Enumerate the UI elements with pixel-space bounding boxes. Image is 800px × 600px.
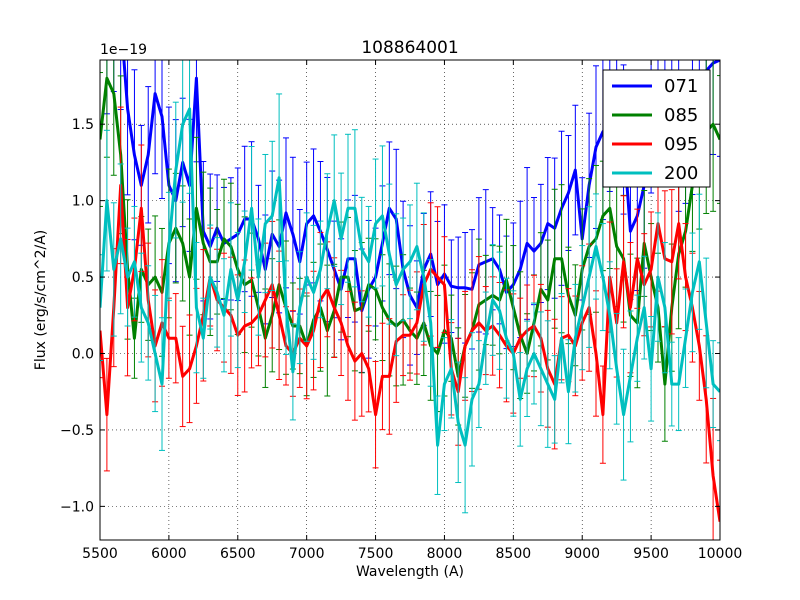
plot-frame	[99, 59, 721, 541]
chart-title: 108864001	[361, 38, 458, 58]
x-tick-label: 7000	[289, 546, 325, 562]
tick-marks	[99, 60, 721, 540]
y-tick-label: 1.5	[72, 117, 94, 133]
legend-label-200: 200	[664, 163, 698, 184]
x-tick-labels: 5500 6000 6500 7000 7500 8000 8500 9000 9500 1000…	[82, 546, 742, 562]
legend-label-071: 071	[664, 76, 698, 97]
x-tick-label: 6000	[151, 546, 187, 562]
y-tick-label: −1.0	[60, 499, 94, 515]
y-tick-label: 1.0	[72, 194, 94, 210]
x-tick-label: 6500	[220, 546, 256, 562]
y-axis-label: Flux (erg/s/cm^2/A)	[33, 230, 49, 370]
x-tick-label: 5500	[82, 546, 118, 562]
y-tick-label: 0.0	[72, 347, 94, 363]
x-axis-label: Wavelength (A)	[356, 564, 464, 580]
x-tick-label: 8500	[496, 546, 532, 562]
y-offset-label: 1e−19	[100, 42, 147, 58]
x-tick-label: 10000	[698, 546, 743, 562]
series-200	[100, 60, 720, 514]
series-line-200	[100, 107, 720, 447]
legend-label-085: 085	[664, 105, 698, 126]
x-tick-label: 9000	[564, 546, 600, 562]
y-tick-labels: −1.0 −0.5 0.0 0.5 1.0 1.5	[60, 117, 94, 515]
y-tick-label: −0.5	[60, 423, 94, 439]
x-tick-label: 8000	[427, 546, 463, 562]
y-tick-label: 0.5	[72, 270, 94, 286]
legend-box	[602, 69, 711, 188]
x-tick-label: 7500	[358, 546, 394, 562]
x-tick-label: 9500	[633, 546, 669, 562]
legend-label-095: 095	[664, 134, 698, 155]
legend: 071 085 095 200	[602, 69, 711, 188]
